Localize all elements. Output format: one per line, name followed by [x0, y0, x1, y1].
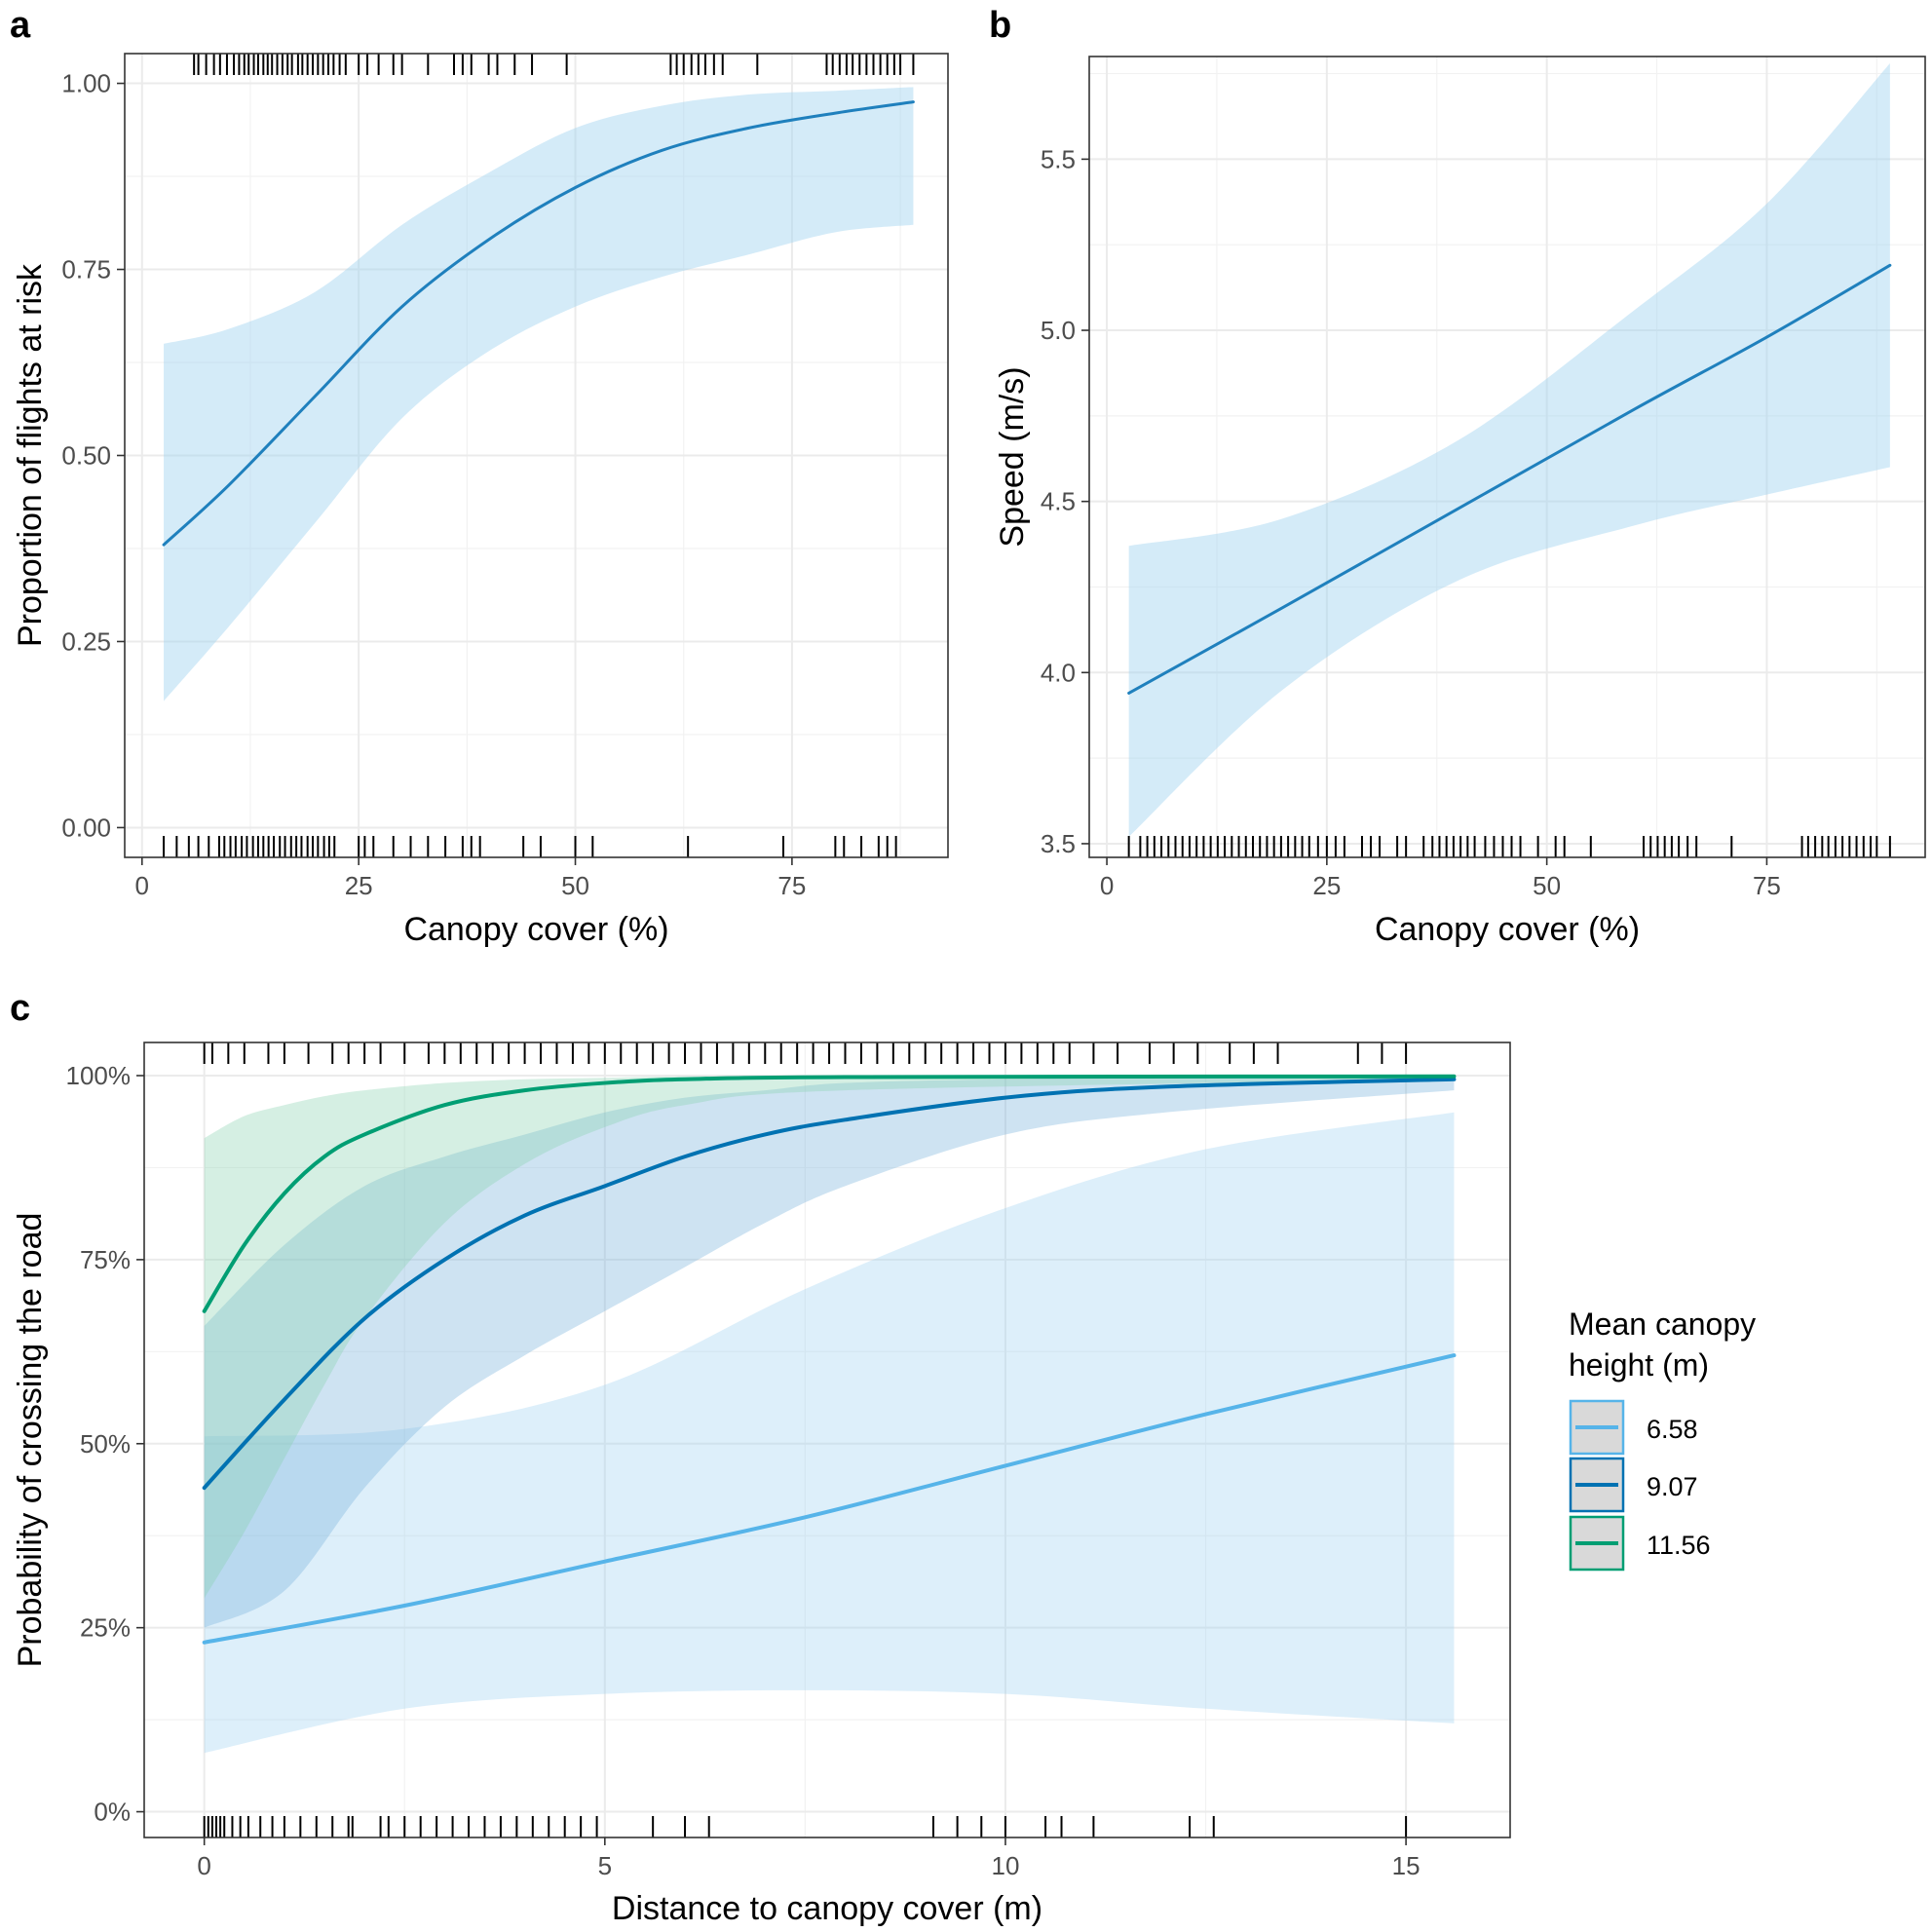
axis-ticks: 0 25 50 75 3.5 4.0 4.5 5.0 5.5 — [1041, 144, 1781, 900]
x-axis-title: Canopy cover (%) — [1375, 911, 1640, 948]
chart-panel-b: 0 25 50 753.54.04.55.05.5 Canopy cover (%) … — [994, 56, 1926, 948]
y-axis-title: Speed (m/s) — [994, 366, 1031, 547]
chart-panel-a: 0 25 50 75 0.00 0.25 0.50 0.75 1.00 Canopy cover… — [12, 53, 949, 948]
y-tick-label: 5.0 — [1041, 316, 1076, 345]
y-tick-label: 50% — [80, 1429, 131, 1458]
panel-background — [1089, 57, 1925, 857]
legend-keys — [1569, 1399, 1625, 1572]
y-tick-label: 4.0 — [1041, 658, 1076, 687]
legend-label-9-07: 9.07 — [1647, 1472, 1698, 1501]
gridlines — [125, 54, 948, 857]
y-tick-label: 0.75 — [61, 255, 111, 284]
y-tick-label: 0.25 — [61, 626, 111, 656]
panel-label-b: b — [989, 5, 1011, 46]
y-tick-label: 0.00 — [61, 813, 111, 842]
panel-label-c: c — [10, 988, 30, 1029]
y-tick-label: 1.00 — [61, 69, 111, 98]
x-tick-label: 0 — [1100, 871, 1114, 900]
x-tick-label: 25 — [1312, 871, 1341, 900]
y-tick-label: 3.5 — [1041, 829, 1076, 858]
panel-background — [144, 1042, 1510, 1837]
legend-title-line-1: Mean canopy — [1569, 1307, 1756, 1342]
y-tick-label: 0% — [94, 1798, 131, 1827]
panel-border — [1088, 56, 1926, 858]
axis-ticks: 0 5 10 15 0% 25% 50% 75% 100% — [66, 1061, 1421, 1880]
fit-line-9-07 — [202, 1077, 1457, 1491]
x-axis-title: Distance to canopy cover (m) — [612, 1890, 1042, 1927]
x-axis-title: Canopy cover (%) — [403, 911, 668, 948]
confidence-band-9-07 — [204, 1076, 1455, 1628]
rug-marks — [163, 54, 915, 857]
fit-line-6-58 — [202, 1353, 1457, 1645]
x-tick-label: 0 — [135, 871, 149, 900]
fit-lines — [202, 1074, 1457, 1645]
x-tick-label: 75 — [1753, 871, 1781, 900]
confidence-bands — [164, 87, 914, 701]
x-tick-label: 5 — [598, 1851, 612, 1880]
y-tick-label: 75% — [80, 1245, 131, 1274]
x-tick-label: 50 — [1533, 871, 1561, 900]
y-axis-title: Probability of crossing the road — [12, 1213, 49, 1668]
panel-label-a: a — [10, 5, 31, 46]
fit-line-fit — [1127, 263, 1892, 695]
x-tick-label: 50 — [561, 871, 589, 900]
legend-label-11-56: 11.56 — [1647, 1531, 1711, 1560]
confidence-band-11-56 — [204, 1076, 1455, 1599]
x-tick-label: 25 — [345, 871, 373, 900]
y-tick-label: 25% — [80, 1613, 131, 1643]
y-tick-label: 4.5 — [1041, 487, 1076, 516]
legend-title-line-2: height (m) — [1569, 1347, 1709, 1383]
axis-ticks: 0 25 50 75 0.00 0.25 0.50 0.75 1.00 — [61, 69, 806, 900]
fit-line-11-56 — [202, 1074, 1457, 1313]
y-axis-title: Proportion of flights at risk — [12, 263, 49, 647]
x-tick-label: 0 — [197, 1851, 210, 1880]
panel-border — [143, 1042, 1511, 1838]
confidence-band-fit — [1128, 63, 1890, 837]
confidence-bands — [204, 1076, 1455, 1754]
fit-line-fit — [162, 100, 915, 547]
rug-marks — [203, 1042, 1408, 1837]
confidence-band-6-58 — [204, 1112, 1455, 1754]
legend: Mean canopy height (m) 6.58 9.07 11.56 — [1569, 1307, 1756, 1572]
x-tick-label: 75 — [777, 871, 806, 900]
x-tick-label: 10 — [991, 1851, 1019, 1880]
confidence-bands — [1128, 63, 1890, 837]
fit-lines — [162, 100, 915, 547]
y-tick-label: 100% — [66, 1061, 132, 1090]
chart-panel-c: 0 5 10 15 0% 25% 50% 75% 100% Distance to canopy… — [12, 1042, 1511, 1927]
legend-label-6-58: 6.58 — [1647, 1415, 1698, 1444]
confidence-band-fit — [164, 87, 914, 701]
rug-marks — [1127, 836, 1891, 857]
fit-lines — [1127, 263, 1892, 695]
y-tick-label: 0.50 — [61, 441, 111, 471]
y-tick-label: 5.5 — [1041, 144, 1076, 173]
x-tick-label: 15 — [1392, 1851, 1421, 1880]
